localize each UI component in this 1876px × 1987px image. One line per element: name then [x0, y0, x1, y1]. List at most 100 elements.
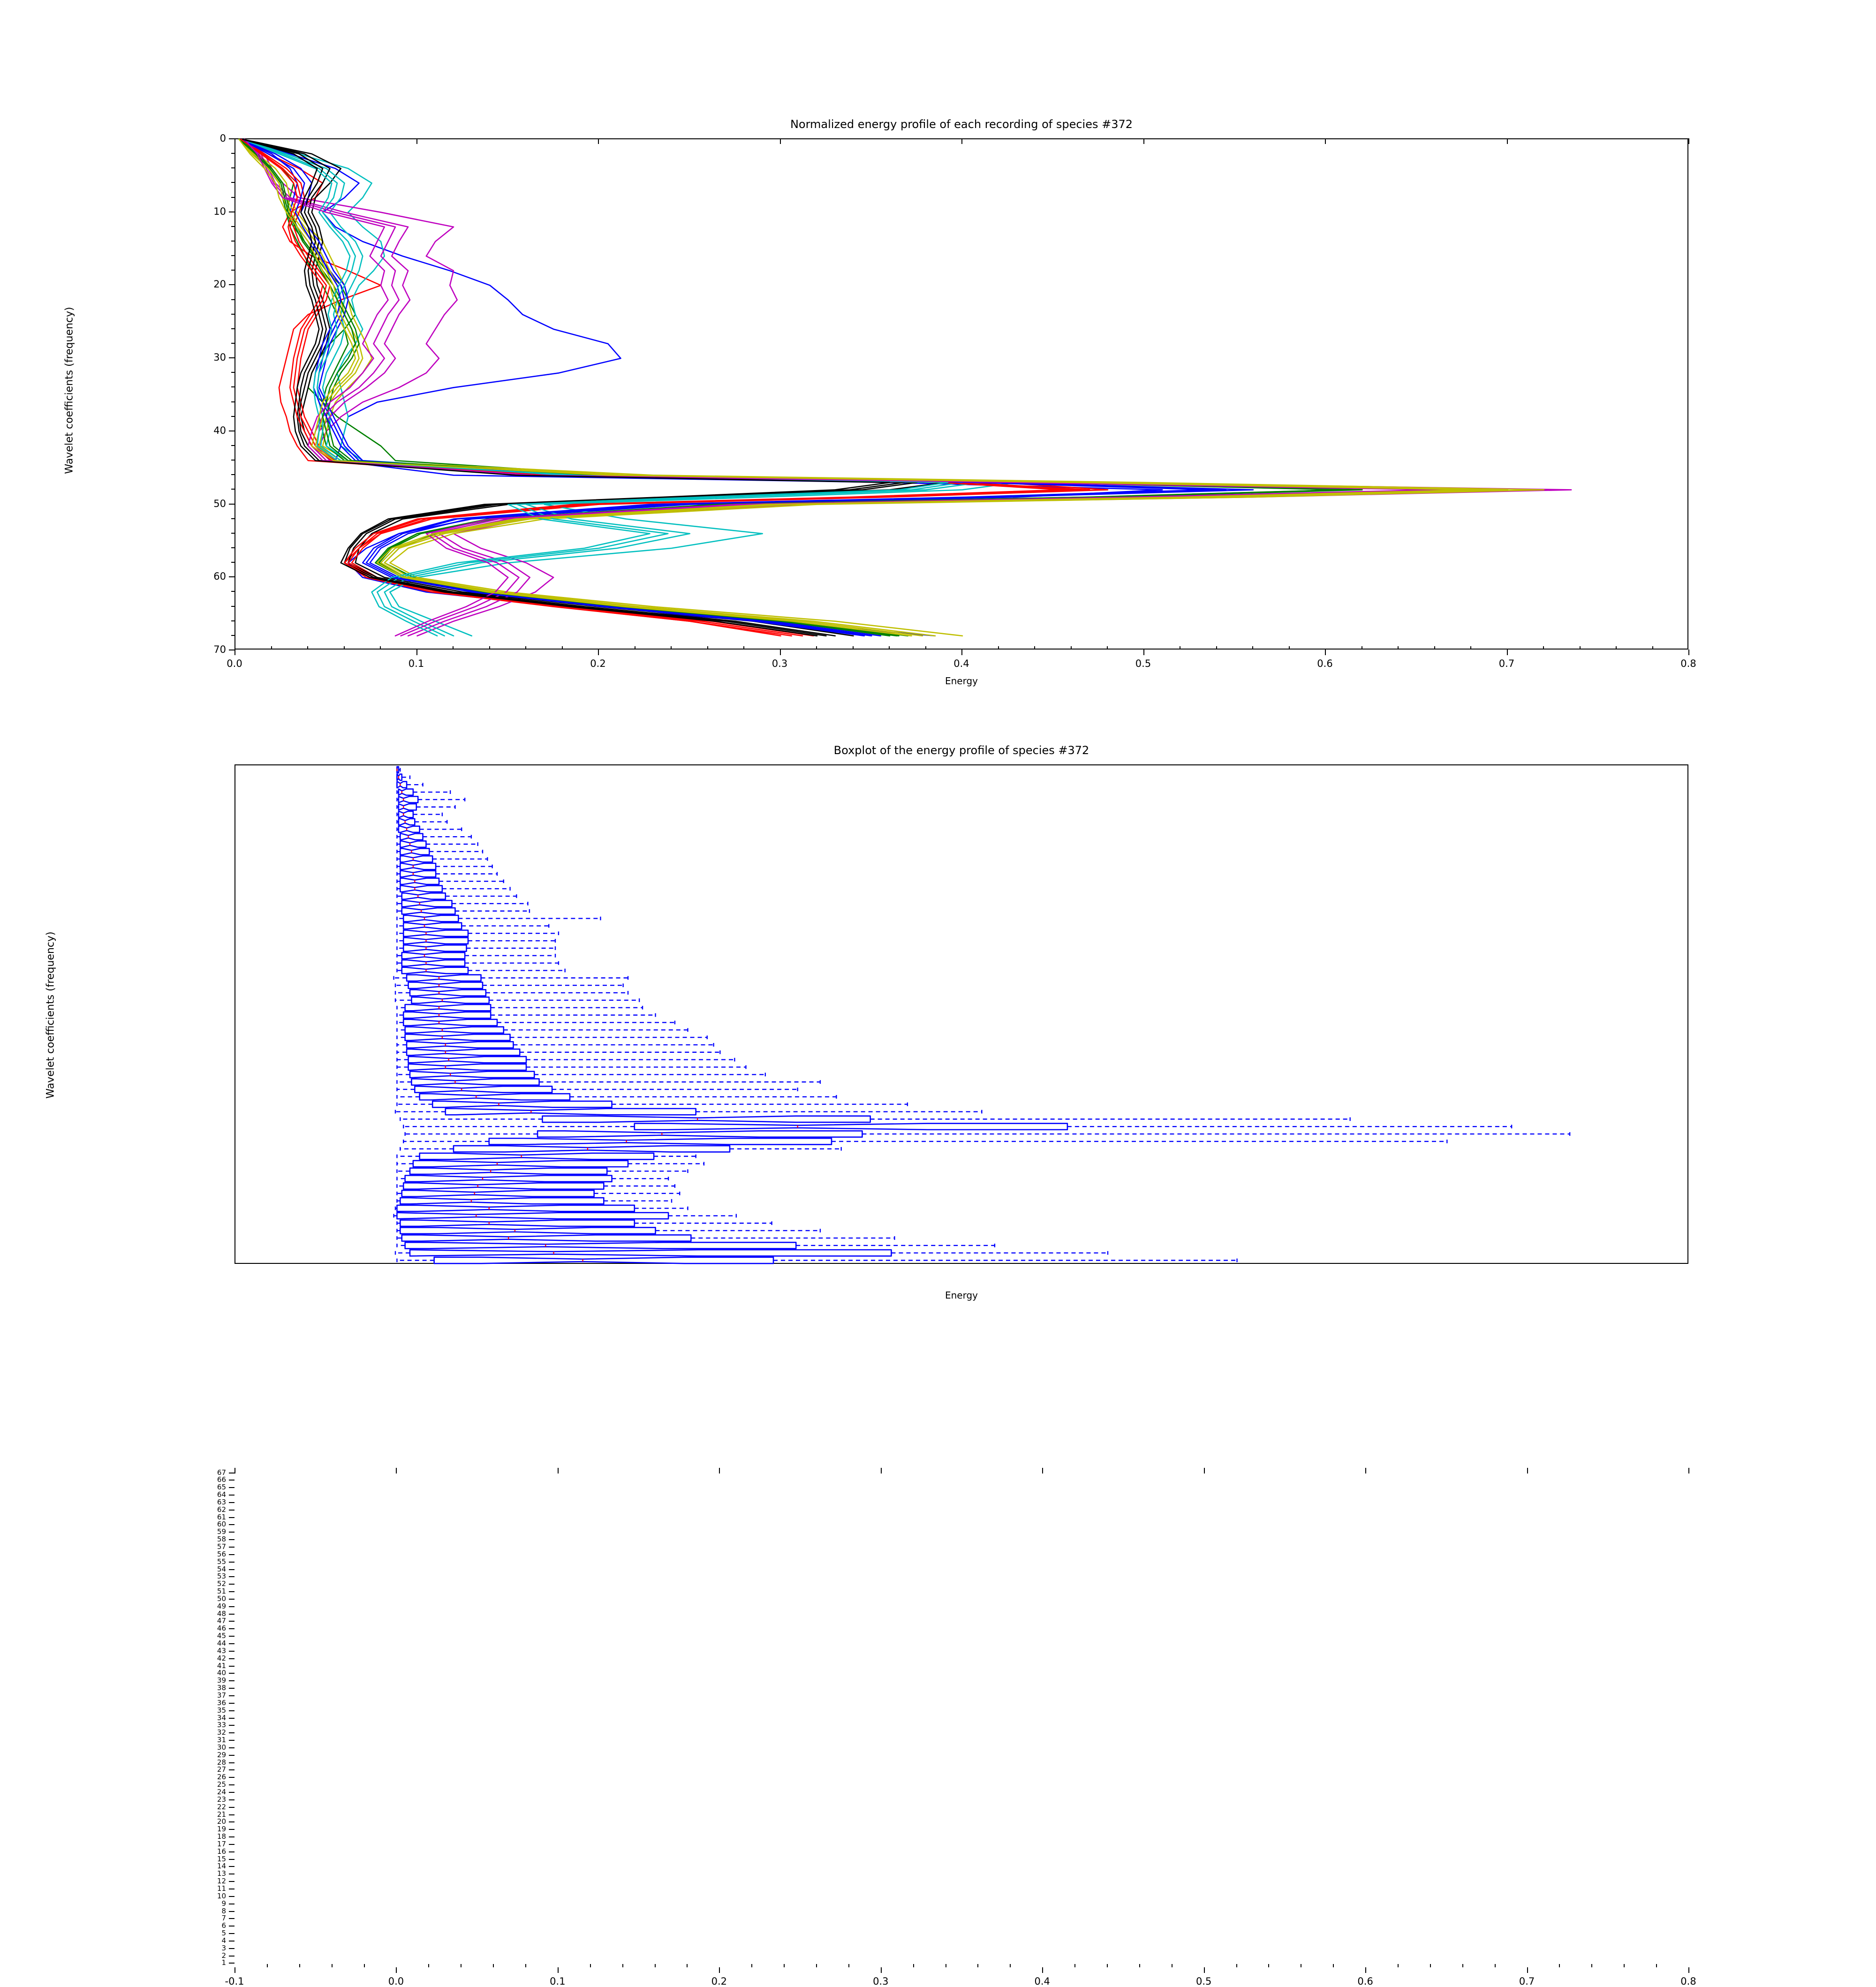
boxplot-box — [396, 1041, 714, 1049]
x-tick-minor — [1252, 646, 1253, 650]
x-ticklabel: 0.7 — [1519, 1976, 1535, 1987]
y-tick — [229, 1747, 234, 1748]
boxplot-box — [396, 892, 517, 900]
boxplot-box — [396, 899, 529, 907]
y-tick — [229, 1688, 234, 1689]
x-tick-top — [880, 1468, 882, 1473]
boxplot-box — [396, 1071, 766, 1079]
y-tick-minor — [231, 153, 234, 154]
x-tick-minor — [561, 646, 563, 650]
boxplot-box — [396, 870, 498, 878]
x-tick — [234, 1967, 235, 1973]
y-tick-minor — [231, 460, 234, 461]
y-tick — [229, 1695, 234, 1696]
x-tick-minor — [1470, 646, 1471, 650]
y-tick — [229, 1658, 234, 1659]
y-tick — [229, 1598, 234, 1600]
x-tick-minor — [889, 646, 890, 650]
boxplot-box — [396, 1056, 735, 1064]
x-tick — [880, 1967, 882, 1973]
y-tick-minor — [231, 605, 234, 607]
y-tick — [229, 1650, 234, 1652]
y-tick — [229, 1636, 234, 1637]
y-ticklabel: 70 — [213, 644, 226, 655]
y-tick — [229, 1591, 234, 1593]
energy-line — [242, 138, 891, 637]
x-tick-minor — [271, 646, 272, 650]
energy-line — [244, 138, 1572, 637]
y-tick — [229, 1866, 234, 1867]
boxplot-box — [396, 1019, 676, 1027]
boxplot-box — [396, 1189, 681, 1197]
x-tick-top — [234, 138, 235, 144]
energy-line — [244, 138, 1436, 637]
x-tick-top — [1325, 138, 1326, 144]
x-tick-minor — [1559, 1964, 1560, 1967]
boxplot-box — [396, 885, 511, 893]
y-tick-minor — [231, 343, 234, 344]
panel-energy-boxplot: Boxplot of the energy profile of species… — [0, 703, 1876, 1987]
boxplot-box — [394, 996, 640, 1004]
x-ticklabel: 0.8 — [1680, 1976, 1696, 1987]
x-tick — [961, 650, 962, 655]
boxplot-box — [396, 1256, 1238, 1264]
boxplot-box — [403, 1137, 1448, 1145]
energy-line — [242, 138, 918, 637]
boxplot-box — [394, 1249, 1109, 1257]
boxplot-box — [396, 922, 550, 930]
boxplot-box — [396, 967, 566, 975]
x-tick-minor — [925, 646, 926, 650]
y-tick — [229, 1495, 234, 1496]
x-tick-minor — [1494, 1964, 1496, 1967]
y-tick-minor — [231, 241, 234, 242]
x-tick-minor — [751, 1964, 753, 1967]
energy-line — [238, 138, 1490, 637]
x-tick-minor — [671, 646, 672, 650]
x-tick-minor — [343, 646, 345, 650]
boxplot-box — [396, 855, 488, 863]
x-tick-minor — [1624, 1964, 1625, 1967]
y-tick-minor — [231, 182, 234, 183]
x-tick-top — [779, 138, 781, 144]
boxplot-box — [396, 1182, 676, 1190]
y-tick — [229, 1606, 234, 1607]
x-tick-top — [1042, 1468, 1044, 1473]
energy-boxplot-boxes — [393, 766, 1571, 1264]
x-tick-minor — [977, 1964, 979, 1967]
x-tick-minor — [1398, 646, 1399, 650]
x-tick-minor — [848, 1964, 849, 1967]
x-tick-top — [396, 1468, 397, 1473]
y-tick-minor — [231, 591, 234, 592]
boxplot-box — [396, 1093, 837, 1101]
x-tick-top — [719, 1468, 720, 1473]
y-tick-minor — [231, 167, 234, 169]
axes-energy-profile: Normalized energy profile of each record… — [234, 118, 1688, 650]
y-tick-minor — [231, 474, 234, 476]
boxplot-box — [393, 1212, 737, 1220]
x-tick-minor — [299, 1964, 300, 1967]
x-ticklabel: 0.6 — [1357, 1976, 1373, 1987]
y-tick — [229, 1621, 234, 1622]
energy-line — [240, 138, 1254, 637]
y-tick-minor — [231, 328, 234, 329]
x-tick-minor — [363, 1964, 365, 1967]
boxplot-box — [396, 1219, 772, 1227]
y-tick — [229, 1926, 234, 1927]
energy-profile-ylabel: Wavelet coefficients (frequency) — [63, 307, 76, 474]
x-tick-minor — [1652, 646, 1653, 650]
axes-energy-boxplot: Boxplot of the energy profile of species… — [234, 744, 1688, 1264]
y-tick — [229, 1702, 234, 1704]
energy-line — [240, 138, 1090, 637]
x-ticklabel: 0.1 — [408, 658, 424, 669]
boxplot-box — [396, 788, 451, 796]
y-tick-minor — [231, 386, 234, 388]
y-tick — [229, 1539, 234, 1541]
y-tick — [229, 1754, 234, 1756]
y-tick — [229, 503, 234, 505]
energy-line — [240, 138, 1063, 637]
y-tick-minor — [231, 401, 234, 402]
y-tick — [229, 576, 234, 578]
boxplot-box — [396, 1004, 643, 1012]
x-ticklabel: 0.6 — [1317, 658, 1333, 669]
y-tick — [229, 1502, 234, 1503]
